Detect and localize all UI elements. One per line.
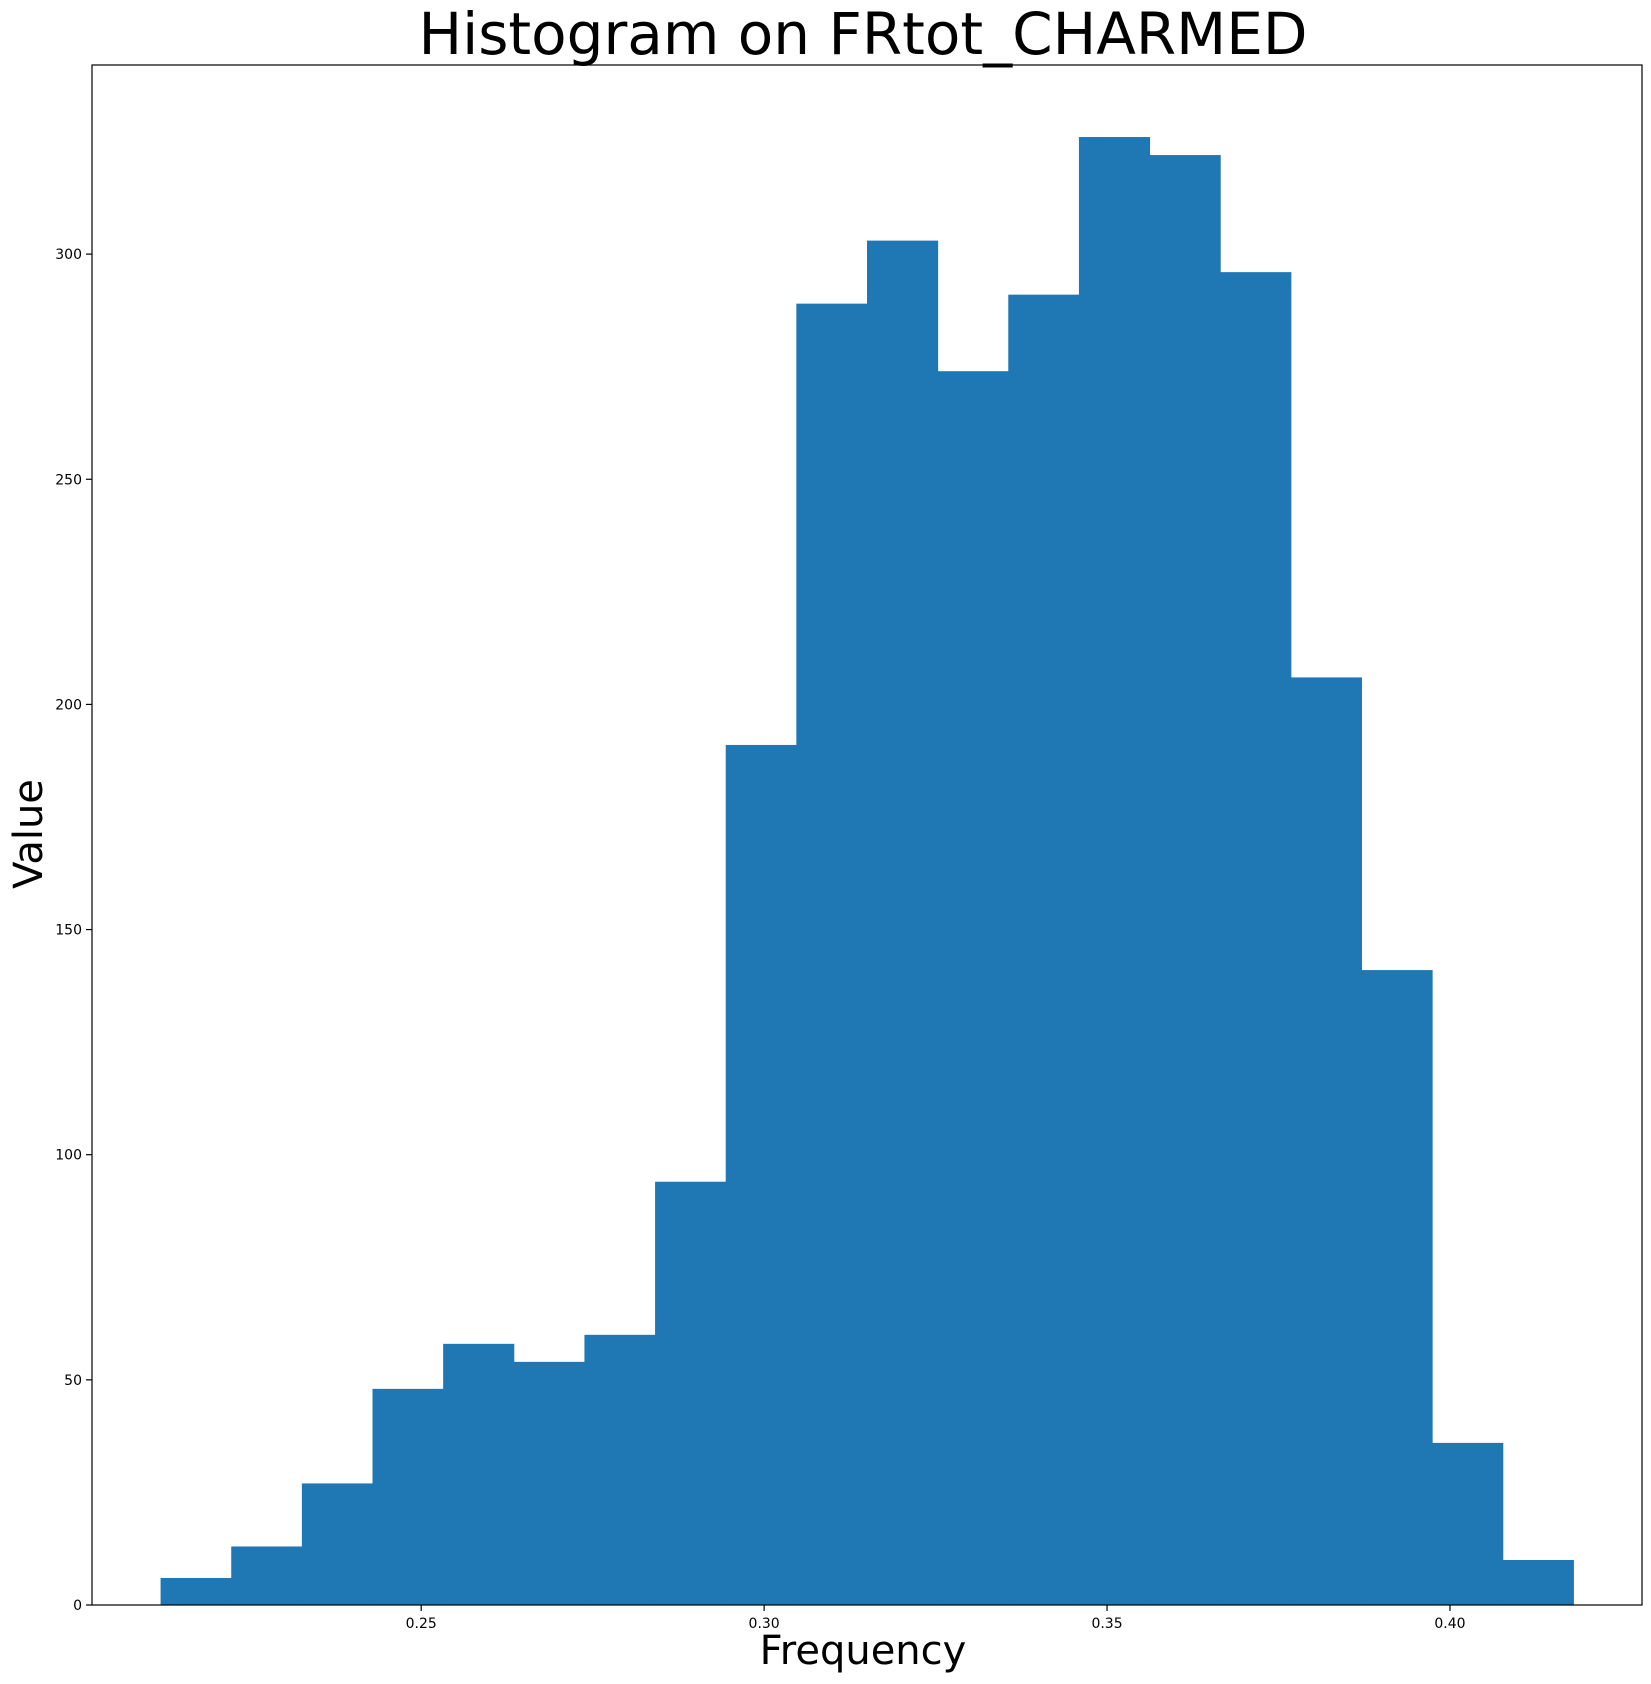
histogram-bar (1149, 155, 1221, 1606)
x-tick-label: 0.25 (406, 1616, 437, 1632)
chart-title: Histogram on FRtot_CHARMED (418, 0, 1307, 68)
histogram-bar (372, 1388, 444, 1605)
plot-frame (91, 64, 1643, 1606)
bars-group (160, 137, 1574, 1606)
x-axis-ticks: 0.25 0.30 0.35 0.40 (406, 1605, 1466, 1632)
y-tick-label: 150 (55, 923, 82, 939)
histogram-bar (160, 1577, 232, 1605)
histogram-bar (1432, 1442, 1504, 1605)
histogram-bar (937, 371, 1009, 1605)
y-axis-label: Value (6, 779, 52, 889)
histogram-bar (1361, 970, 1433, 1605)
histogram-bar (584, 1334, 656, 1605)
x-tick-label: 0.30 (749, 1616, 780, 1632)
y-axis-ticks: 0 50 100 150 200 250 300 (55, 247, 92, 1614)
histogram-bar (443, 1343, 515, 1605)
histogram-bar (867, 240, 939, 1606)
x-tick-label: 0.40 (1434, 1616, 1465, 1632)
histogram-bar (1290, 677, 1362, 1605)
x-axis-label: Frequency (760, 1628, 967, 1674)
y-tick-label: 100 (55, 1148, 82, 1164)
histogram-bar (1008, 294, 1080, 1605)
histogram-bar (796, 303, 868, 1605)
y-tick-label: 0 (73, 1598, 82, 1614)
histogram-bar (1220, 272, 1292, 1605)
histogram-bar (1078, 137, 1151, 1606)
y-tick-label: 50 (64, 1373, 82, 1389)
y-tick-label: 250 (55, 472, 82, 488)
histogram-bar (513, 1361, 585, 1605)
histogram-bar (655, 1181, 727, 1605)
histogram-bar (1502, 1559, 1574, 1605)
histogram-bar (231, 1546, 303, 1605)
x-tick-label: 0.35 (1091, 1616, 1122, 1632)
y-tick-label: 300 (55, 247, 82, 263)
histogram-bar (725, 744, 797, 1605)
y-tick-label: 200 (55, 697, 82, 713)
histogram-bar (301, 1483, 374, 1605)
